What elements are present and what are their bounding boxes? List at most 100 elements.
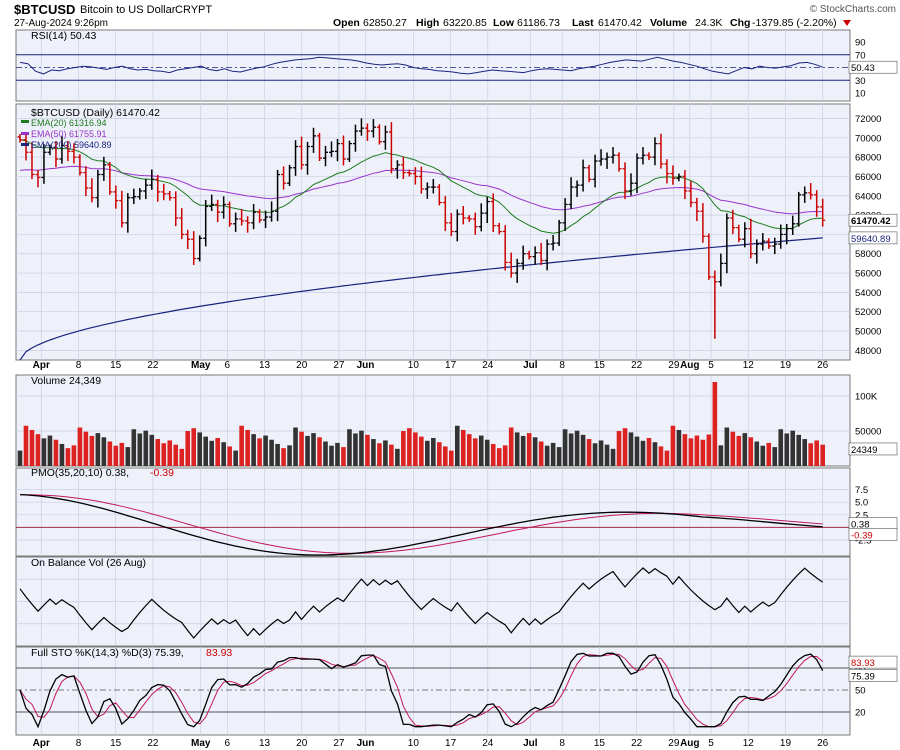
volume-bar — [365, 434, 370, 466]
volume-bar — [59, 443, 65, 466]
price-bar — [628, 173, 634, 196]
price-bar — [113, 185, 119, 209]
volume-label: Volume — [650, 17, 687, 29]
x-tick-label: 8 — [559, 360, 565, 371]
volume-bar — [137, 433, 143, 466]
price-bar — [406, 169, 412, 177]
ema200-legend-swatch — [21, 143, 29, 146]
price-bar — [538, 242, 544, 266]
price-bar — [466, 215, 472, 222]
price-tick-label: 66000 — [855, 172, 881, 183]
volume-bar — [167, 440, 173, 466]
price-bar — [400, 156, 406, 179]
pmo-signal-line — [19, 494, 823, 554]
x-tick-label-bottom: Jun — [357, 738, 375, 749]
price-bar — [364, 123, 370, 141]
x-tick-label: 22 — [147, 360, 159, 371]
price-bar — [676, 173, 682, 182]
volume-bar — [640, 440, 646, 466]
volume-bar — [17, 450, 23, 466]
volume-bar — [490, 443, 496, 466]
x-tick-label-bottom: 8 — [559, 738, 565, 749]
x-tick-label: 26 — [817, 360, 829, 371]
x-tick-label: 19 — [780, 360, 792, 371]
volume-bar — [538, 441, 544, 466]
price-bar — [388, 122, 394, 174]
price-bar — [107, 161, 113, 195]
volume-bar — [760, 445, 766, 466]
symbol: $BTCUSD — [14, 2, 75, 17]
sto-tag-a: 83.93 — [851, 658, 875, 669]
copyright: © StockCharts.com — [810, 4, 896, 15]
volume-bar — [682, 434, 688, 466]
price-bar — [376, 124, 382, 145]
volume-bar — [407, 428, 412, 466]
x-tick-label: 27 — [333, 360, 345, 371]
volume-bar — [604, 444, 610, 466]
price-bar — [772, 237, 778, 255]
price-tick-label: 72000 — [855, 114, 881, 125]
volume-bar — [431, 438, 436, 466]
volume-bar — [472, 438, 478, 466]
x-tick-label-bottom: 29 — [668, 738, 680, 749]
price-bar — [83, 166, 89, 197]
sto-tag-b: 75.39 — [851, 671, 875, 682]
price-bar — [736, 224, 742, 243]
price-bar — [394, 160, 400, 179]
price-legend-title: $BTCUSD (Daily) 61470.42 — [31, 107, 160, 119]
price-bar — [340, 135, 346, 166]
volume-bar — [425, 440, 430, 466]
last-value: 61470.42 — [598, 17, 642, 29]
volume-bar — [478, 435, 484, 466]
volume-bar — [796, 434, 802, 466]
volume-bar — [143, 430, 149, 466]
volume-bar — [71, 445, 77, 466]
price-bar — [143, 178, 149, 200]
price-bar — [215, 199, 221, 223]
price-bar — [233, 212, 239, 232]
down-arrow-icon — [843, 20, 851, 26]
price-bar — [412, 167, 418, 185]
x-tick-label-bottom: 20 — [296, 738, 308, 749]
pmo-tag-a: 0.38 — [851, 519, 870, 530]
ema200-tag-box — [848, 231, 898, 245]
price-bar — [574, 180, 580, 197]
x-tick-label: 15 — [110, 360, 122, 371]
price-bar — [89, 178, 95, 203]
x-tick-label: 24 — [482, 360, 494, 371]
low-value: 61186.73 — [517, 17, 560, 29]
volume-bar — [592, 443, 598, 466]
price-bar — [257, 209, 263, 223]
price-bar — [328, 141, 334, 157]
volume-bar — [101, 437, 107, 466]
symbol-name: Bitcoin to US Dollar — [80, 4, 176, 16]
price-tick-label: 70000 — [855, 133, 881, 144]
price-bar — [796, 191, 802, 227]
volume-tick-label: 50000 — [855, 427, 881, 438]
volume-bar — [742, 433, 748, 466]
ema200-line — [19, 237, 823, 361]
price-bar — [568, 177, 574, 210]
volume-last-tag-box — [848, 442, 898, 456]
price-bar — [520, 245, 526, 270]
volume-bar — [772, 447, 778, 466]
volume-bar — [335, 442, 340, 466]
volume-bar — [401, 431, 406, 466]
pmo-line — [19, 493, 823, 556]
volume-bar — [454, 425, 460, 466]
price-bar — [137, 188, 143, 200]
ema50-legend: EMA(50) 61755.91 — [31, 129, 107, 139]
volume-bar — [389, 444, 394, 466]
price-bar — [65, 140, 71, 162]
volume-bar — [544, 445, 550, 466]
price-bar — [688, 181, 694, 208]
price-bar — [604, 152, 610, 169]
price-bar — [442, 196, 448, 231]
volume-bar — [329, 445, 334, 466]
x-tick-label-bottom: 22 — [631, 738, 643, 749]
price-bar — [682, 170, 688, 200]
volume-bar — [293, 427, 298, 466]
volume-bar — [802, 439, 808, 466]
x-tick-label-bottom: May — [191, 738, 211, 749]
